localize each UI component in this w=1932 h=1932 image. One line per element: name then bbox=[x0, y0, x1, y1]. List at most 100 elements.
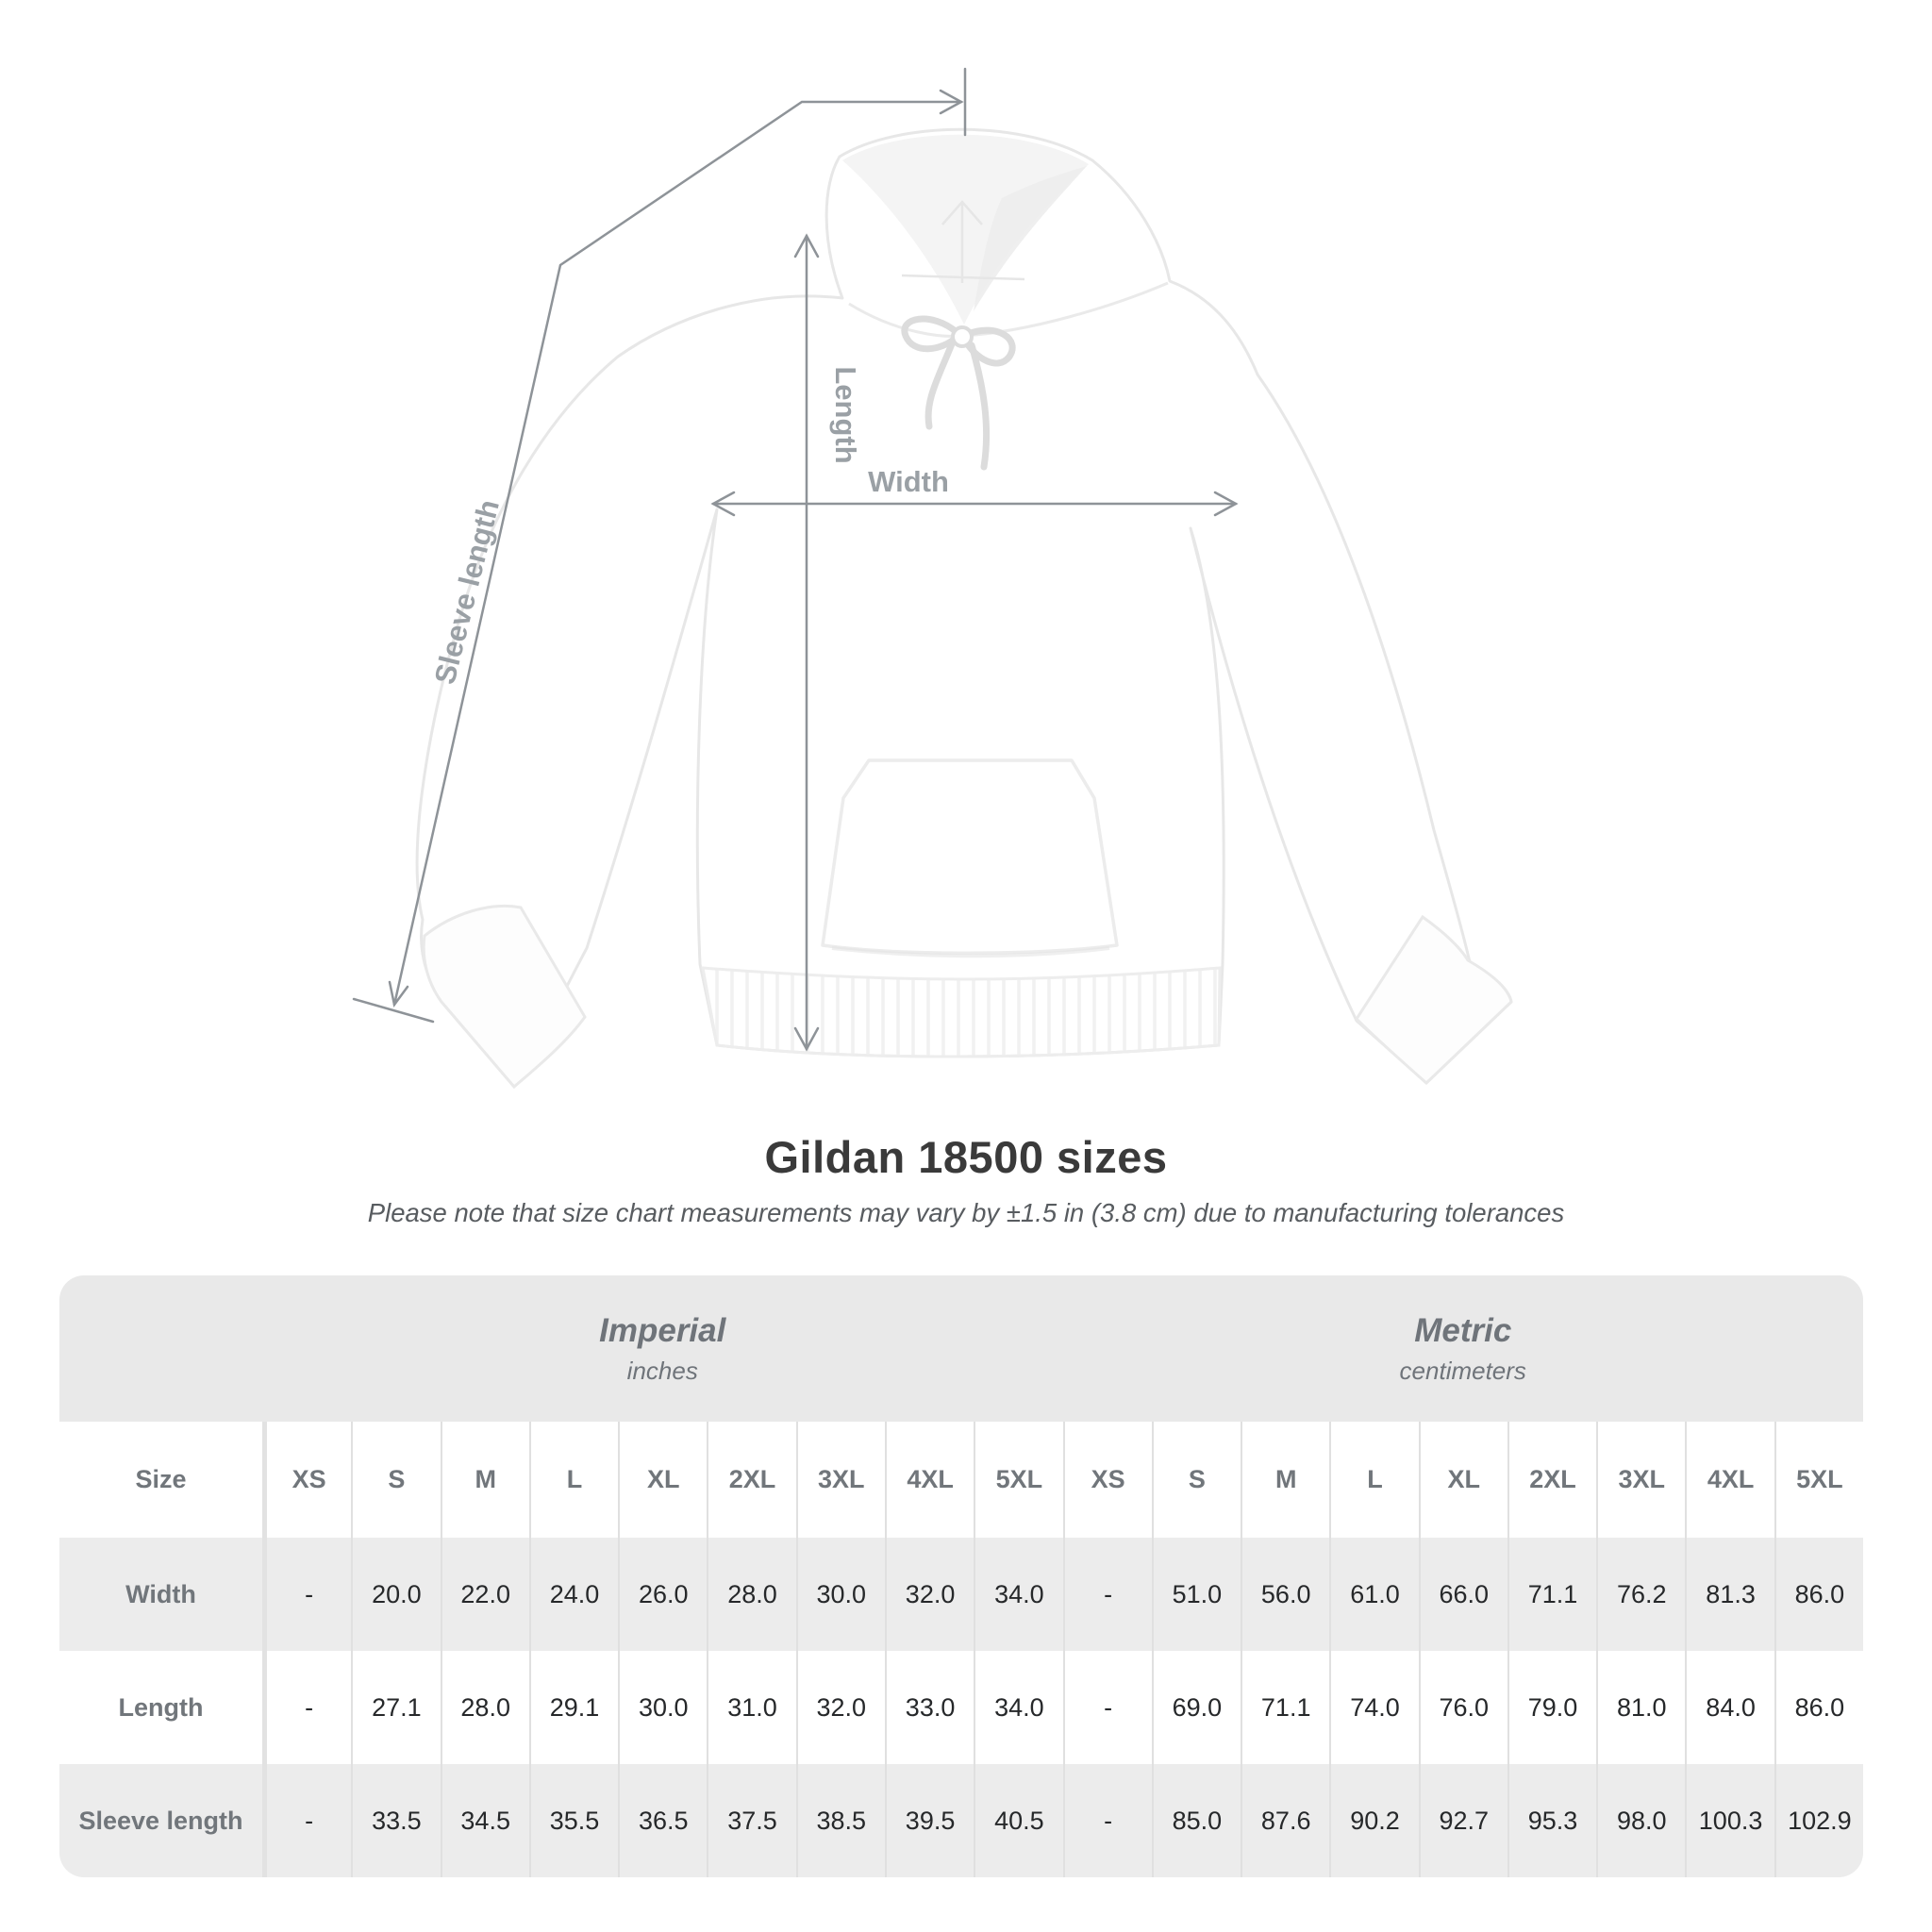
sleeve-length-arrow bbox=[352, 67, 967, 1024]
drawstrings bbox=[901, 315, 1016, 471]
table-cell: M bbox=[440, 1422, 529, 1538]
table-cell: 98.0 bbox=[1596, 1764, 1685, 1877]
title-block: Gildan 18500 sizes Please note that size… bbox=[0, 1135, 1932, 1226]
table-cell: 100.3 bbox=[1685, 1764, 1774, 1877]
table-cell: 86.0 bbox=[1774, 1651, 1863, 1764]
table-cell: 34.0 bbox=[974, 1651, 1062, 1764]
table-cell: 76.2 bbox=[1596, 1538, 1685, 1651]
hood-interior bbox=[842, 134, 1089, 325]
metric-title: Metric bbox=[1414, 1312, 1512, 1349]
sleeve-length-row: Sleeve length - 33.5 34.5 35.5 36.5 37.5… bbox=[59, 1764, 1863, 1877]
table-cell: S bbox=[351, 1422, 440, 1538]
table-cell: 79.0 bbox=[1507, 1651, 1596, 1764]
table-cell: 71.1 bbox=[1241, 1651, 1329, 1764]
length-label: Length bbox=[829, 366, 862, 463]
table-cell: 37.5 bbox=[707, 1764, 795, 1877]
table-cell: 35.5 bbox=[528, 1764, 618, 1877]
size-header-row: Size XS S M L XL 2XL 3XL 4XL 5XL XS S M … bbox=[59, 1422, 1863, 1538]
length-arrow bbox=[793, 233, 820, 1052]
length-row: Length - 27.1 28.0 29.1 30.0 31.0 32.0 3… bbox=[59, 1651, 1863, 1764]
table-cell: 30.0 bbox=[618, 1651, 707, 1764]
table-cell: 39.5 bbox=[884, 1764, 974, 1877]
table-cell: - bbox=[262, 1764, 351, 1877]
metric-header: Metric centimeters bbox=[1063, 1275, 1864, 1422]
table-cell: XS bbox=[1062, 1422, 1152, 1538]
table-cell: XL bbox=[618, 1422, 707, 1538]
page-subtitle: Please note that size chart measurements… bbox=[367, 1198, 1565, 1227]
table-cell: L bbox=[1329, 1422, 1418, 1538]
table-cell: 51.0 bbox=[1151, 1538, 1241, 1651]
table-cell: 76.0 bbox=[1418, 1651, 1507, 1764]
table-cell: 74.0 bbox=[1329, 1651, 1418, 1764]
table-cell: S bbox=[1151, 1422, 1241, 1538]
hood-seams bbox=[901, 200, 1025, 283]
table-cell: - bbox=[262, 1538, 351, 1651]
table-cell: 81.3 bbox=[1685, 1538, 1774, 1651]
table-cell: 38.5 bbox=[795, 1764, 885, 1877]
band-spacer bbox=[59, 1275, 262, 1422]
measurement-arrows bbox=[352, 67, 1239, 1052]
metric-unit: centimeters bbox=[1399, 1357, 1526, 1385]
table-cell: 31.0 bbox=[707, 1651, 795, 1764]
table-cell: 2XL bbox=[1507, 1422, 1596, 1538]
hoodie-diagram-svg: Length Width Sleeve length bbox=[352, 67, 1513, 1090]
table-cell: Size bbox=[135, 1465, 187, 1493]
imperial-header: Imperial inches bbox=[262, 1275, 1063, 1422]
table-cell: 69.0 bbox=[1151, 1651, 1241, 1764]
table-cell: 5XL bbox=[1774, 1422, 1863, 1538]
left-cuff bbox=[422, 904, 587, 1090]
table-cell: 28.0 bbox=[440, 1651, 529, 1764]
table-cell: 92.7 bbox=[1418, 1764, 1507, 1877]
table-cell: M bbox=[1241, 1422, 1329, 1538]
table-cell: - bbox=[1062, 1651, 1152, 1764]
table-cell: 27.1 bbox=[351, 1651, 440, 1764]
table-cell: 32.0 bbox=[884, 1538, 974, 1651]
table-cell: 84.0 bbox=[1685, 1651, 1774, 1764]
table-cell: 56.0 bbox=[1241, 1538, 1329, 1651]
table-cell: 90.2 bbox=[1329, 1764, 1418, 1877]
width-label: Width bbox=[868, 465, 949, 498]
table-cell: 34.0 bbox=[974, 1538, 1062, 1651]
table-cell: L bbox=[528, 1422, 618, 1538]
table-cell: XS bbox=[262, 1422, 351, 1538]
unit-header-band: Imperial inches Metric centimeters bbox=[59, 1275, 1863, 1422]
table-cell: 81.0 bbox=[1596, 1651, 1685, 1764]
table-cell: - bbox=[262, 1651, 351, 1764]
table-cell: 2XL bbox=[707, 1422, 795, 1538]
table-cell: 5XL bbox=[974, 1422, 1062, 1538]
table-cell: 87.6 bbox=[1241, 1764, 1329, 1877]
table-cell: 4XL bbox=[1685, 1422, 1774, 1538]
table-cell: 61.0 bbox=[1329, 1538, 1418, 1651]
table-cell: 33.0 bbox=[884, 1651, 974, 1764]
table-cell: 71.1 bbox=[1507, 1538, 1596, 1651]
table-cell: 26.0 bbox=[618, 1538, 707, 1651]
table-cell: 3XL bbox=[795, 1422, 885, 1538]
hoodie-body-outline bbox=[415, 127, 1513, 1089]
imperial-unit: inches bbox=[626, 1357, 698, 1385]
table-cell: 40.5 bbox=[974, 1764, 1062, 1877]
row-label: Sleeve length bbox=[78, 1806, 243, 1835]
table-cell: 33.5 bbox=[351, 1764, 440, 1877]
table-cell: 95.3 bbox=[1507, 1764, 1596, 1877]
table-cell: 66.0 bbox=[1418, 1538, 1507, 1651]
table-cell: XL bbox=[1418, 1422, 1507, 1538]
hood-interior-shadow bbox=[974, 166, 1087, 311]
table-cell: 34.5 bbox=[440, 1764, 529, 1877]
table-cell: 85.0 bbox=[1151, 1764, 1241, 1877]
width-arrow bbox=[710, 491, 1239, 517]
table-cell: 4XL bbox=[884, 1422, 974, 1538]
table-cell: - bbox=[1062, 1764, 1152, 1877]
table-cell: 86.0 bbox=[1774, 1538, 1863, 1651]
right-cuff bbox=[1355, 914, 1513, 1086]
table-cell: 22.0 bbox=[440, 1538, 529, 1651]
page-title: Gildan 18500 sizes bbox=[764, 1132, 1168, 1182]
hem-band bbox=[701, 966, 1222, 1058]
table-cell: 28.0 bbox=[707, 1538, 795, 1651]
imperial-title: Imperial bbox=[599, 1312, 726, 1349]
row-label: Length bbox=[118, 1692, 204, 1722]
hoodie-illustration bbox=[415, 127, 1513, 1090]
table-cell: 3XL bbox=[1596, 1422, 1685, 1538]
table-cell: 29.1 bbox=[528, 1651, 618, 1764]
hoodie-measurement-diagram: Length Width Sleeve length bbox=[352, 67, 1513, 1090]
size-table: Imperial inches Metric centimeters Size … bbox=[59, 1275, 1863, 1877]
